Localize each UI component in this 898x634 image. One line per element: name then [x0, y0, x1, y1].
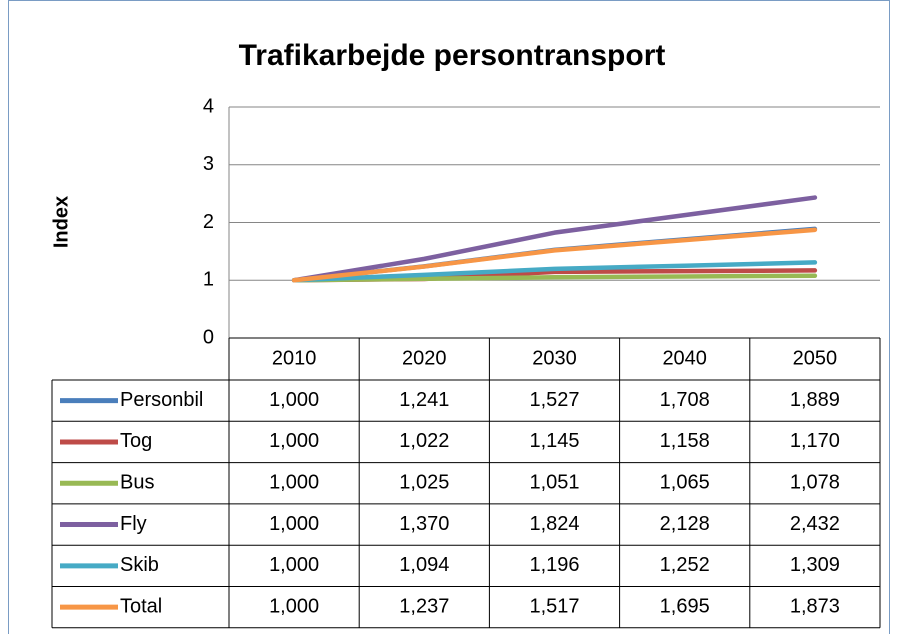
x-tick-label: 2010 [272, 347, 317, 369]
table-value: 1,065 [660, 472, 710, 494]
x-tick-label: 2020 [402, 347, 447, 369]
table-value: 1,025 [399, 472, 449, 494]
x-tick-label: 2050 [793, 347, 838, 369]
table-value: 2,432 [790, 513, 840, 535]
y-tick-label: 0 [203, 326, 214, 348]
table-value: 2,128 [660, 513, 710, 535]
table-value: 1,022 [399, 430, 449, 452]
table-value: 1,889 [790, 389, 840, 411]
table-value: 1,094 [399, 554, 449, 576]
series-line [291, 227, 818, 283]
table-value: 1,241 [399, 389, 449, 411]
chart-title: Trafikarbejde persontransport [239, 39, 666, 72]
table-value: 1,000 [269, 554, 319, 576]
y-tick-label: 4 [203, 95, 214, 117]
series-line [291, 195, 818, 283]
table-value: 1,824 [529, 513, 579, 535]
legend-label: Tog [120, 430, 152, 452]
x-tick-label: 2040 [662, 347, 707, 369]
table-value: 1,309 [790, 554, 840, 576]
table-value: 1,158 [660, 430, 710, 452]
y-tick-label: 1 [203, 269, 214, 291]
table-value: 1,695 [660, 595, 710, 617]
table-value: 1,000 [269, 595, 319, 617]
table-value: 1,527 [529, 389, 579, 411]
table-value: 1,196 [529, 554, 579, 576]
table-value: 1,000 [269, 472, 319, 494]
y-tick-label: 2 [203, 211, 214, 233]
table-value: 1,000 [269, 389, 319, 411]
table-value: 1,252 [660, 554, 710, 576]
table-value: 1,000 [269, 430, 319, 452]
legend-label: Personbil [120, 389, 203, 411]
table-value: 1,708 [660, 389, 710, 411]
table-value: 1,873 [790, 595, 840, 617]
chart-frame [8, 0, 890, 634]
table-value: 1,145 [529, 430, 579, 452]
y-axis-title: Index [50, 196, 72, 248]
table-value: 1,000 [269, 513, 319, 535]
table-value: 1,517 [529, 595, 579, 617]
series-line [291, 273, 818, 283]
x-tick-label: 2030 [532, 347, 577, 369]
series-line [291, 260, 818, 283]
table-value: 1,051 [529, 472, 579, 494]
table-value: 1,370 [399, 513, 449, 535]
table-value: 1,237 [399, 595, 449, 617]
legend-label: Bus [120, 472, 154, 494]
legend-label: Skib [120, 554, 159, 576]
table-value: 1,078 [790, 472, 840, 494]
legend-label: Fly [120, 513, 147, 535]
table-value: 1,170 [790, 430, 840, 452]
legend-label: Total [120, 595, 162, 617]
y-tick-label: 3 [203, 153, 214, 175]
